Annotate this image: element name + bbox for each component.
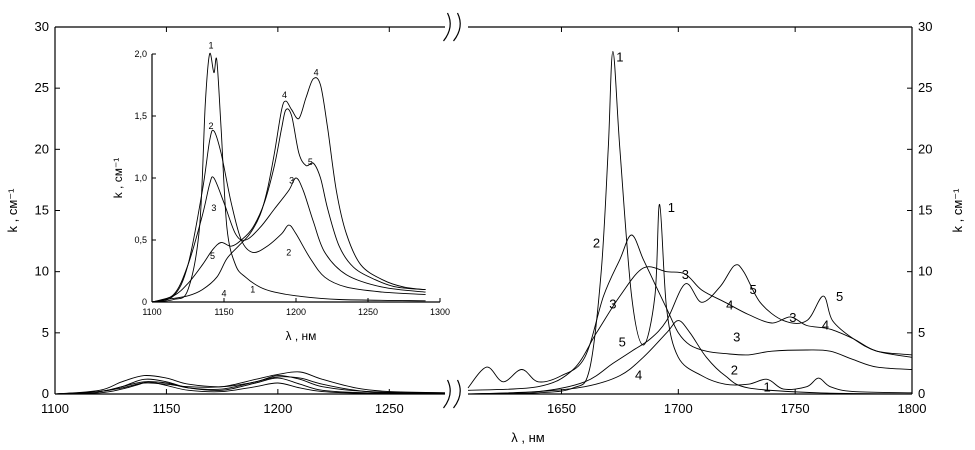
curve-label: 1 [763,380,770,395]
x-tick-label: 1200 [263,401,292,416]
inset-curve-label: 4 [282,90,287,100]
inset-y-tick-label: 1,0 [134,173,147,183]
y-tick-label-right: 25 [918,80,932,95]
curve-label: 5 [619,334,626,349]
inset-series-1-line [151,52,426,303]
series-3-line-right [467,266,913,391]
x-tick-label: 1250 [375,401,404,416]
series-5-line-right [467,264,913,395]
axis-break-mark [453,12,461,42]
inset-curve-label: 4 [221,288,226,298]
axis-break-mask [446,13,467,41]
inset-curve-label: 2 [209,121,214,131]
series-4-line-right [467,320,913,395]
y-tick-label-right: 15 [918,203,932,218]
y-tick-label-right: 0 [918,386,925,401]
x-tick-label: 1750 [781,401,810,416]
y-tick-label-right: 30 [918,19,932,34]
x-tick-label: 1650 [547,401,576,416]
x-tick-label: 1150 [152,401,180,416]
inset-curve-label: 5 [210,251,215,261]
curve-label: 1 [668,200,675,215]
y-tick-label-left: 30 [35,19,49,34]
inset-y-tick-label: 0 [142,297,147,307]
axis-break-mark [453,379,461,409]
series-1-line-left [54,381,446,395]
inset-x-tick-label: 1200 [286,307,306,317]
axis-break-mark [443,12,451,42]
inset-curve-label: 4 [314,68,319,78]
inset-x-axis-title: λ , нм [286,329,317,343]
inset-y-tick-label: 1,5 [134,111,147,121]
curve-label: 4 [635,367,642,382]
curve-label: 5 [836,289,843,304]
inset-series-2-line [151,129,426,303]
inset-curve-label: 3 [289,175,294,185]
inset-x-tick-label: 1100 [142,307,161,317]
inset-y-tick-label: 0,5 [134,235,147,245]
curve-label: 4 [822,317,829,332]
y-tick-label-right: 10 [918,264,932,279]
inset-curve-label: 1 [250,285,255,295]
x-tick-label: 1800 [898,401,927,416]
curve-label: 4 [726,298,733,313]
inset-y-tick-label: 2,0 [134,49,147,59]
curve-label: 2 [593,235,600,250]
y-tick-label-left: 0 [42,386,49,401]
inset-x-tick-label: 1300 [430,307,450,317]
curve-label: 3 [682,267,689,282]
inset-curve-label: 5 [308,157,313,167]
inset-curve-label: 1 [209,40,214,50]
curve-label: 2 [731,363,738,378]
curve-label: 3 [789,310,796,325]
y-tick-label-right: 20 [918,141,932,156]
series-1-line-right [467,51,913,395]
curve-label: 1 [616,49,623,64]
curve-label: 3 [733,330,740,345]
series-5-line-left [54,376,446,395]
x-tick-label: 1700 [664,401,693,416]
inset-series-5-line [151,108,426,303]
series-4-line-left [54,371,446,395]
y-tick-label-right: 5 [918,325,925,340]
series-2-line-right [467,234,913,389]
y-tick-label-left: 15 [35,203,49,218]
x-axis-title: λ , нм [511,430,545,445]
inset-x-tick-label: 1150 [214,307,233,317]
y-tick-label-left: 10 [35,264,49,279]
inset-curve-label: 3 [211,203,216,213]
y-tick-label-left: 20 [35,141,49,156]
inset-series-3-line [151,176,426,303]
inset-y-axis-title: k , см⁻¹ [111,158,125,199]
y-axis-title-right: k , см⁻¹ [950,188,965,233]
curve-label: 3 [609,296,616,311]
axis-break-mask [446,380,467,408]
y-axis-title-left: k , см⁻¹ [5,188,20,233]
x-tick-label: 1100 [41,401,69,416]
y-tick-label-left: 25 [35,80,49,95]
inset-curve-label: 2 [286,247,291,257]
inset-x-tick-label: 1250 [358,307,378,317]
curve-label: 5 [749,282,756,297]
axis-break-mark [443,379,451,409]
inset-series-4-line [151,77,426,303]
y-tick-label-left: 5 [42,325,49,340]
